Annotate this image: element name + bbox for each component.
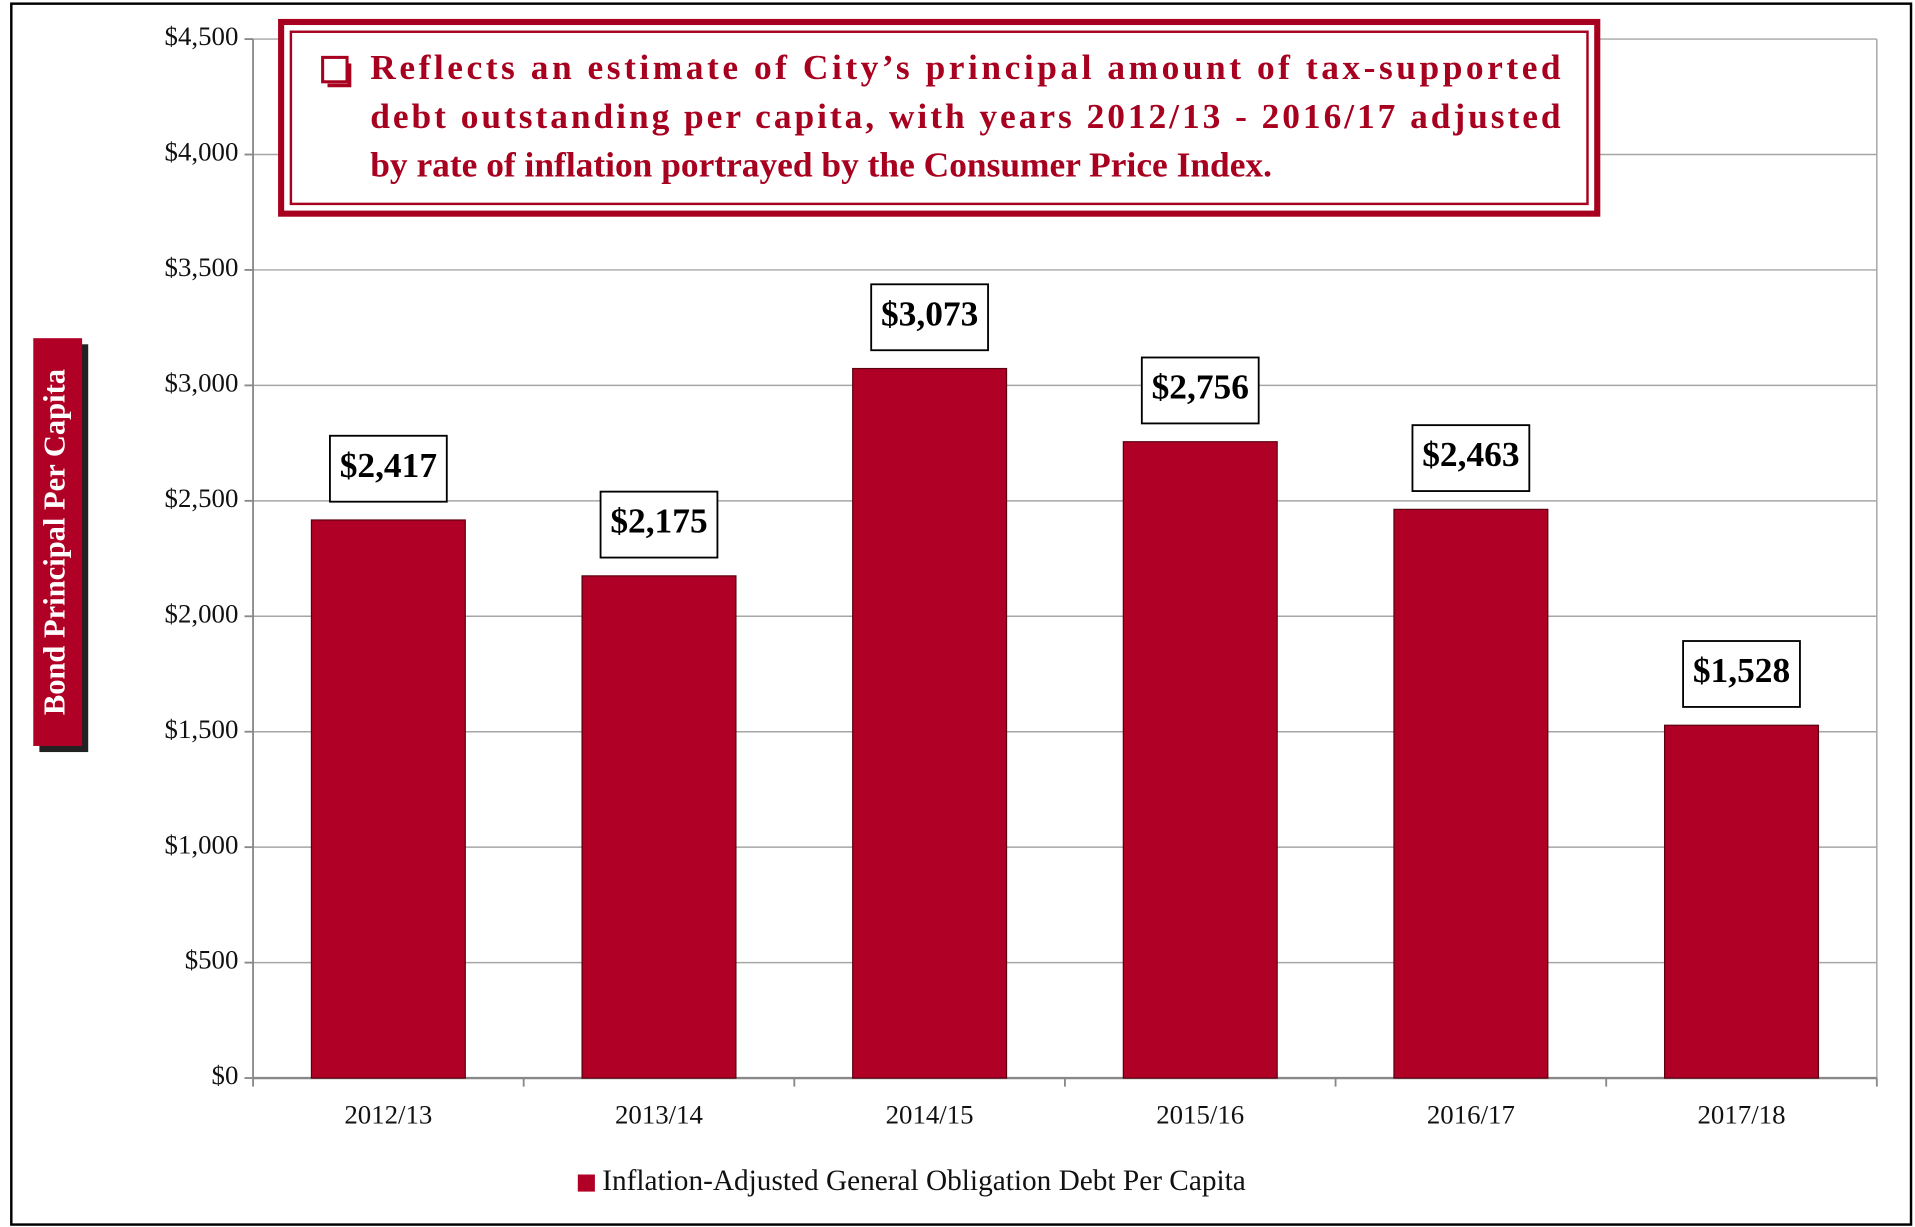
y-tick-label: $2,000 [165,598,239,628]
legend-label: Inflation-Adjusted General Obligation De… [602,1165,1246,1197]
value-label-box [1682,640,1801,708]
y-tick-label: $1,000 [165,829,239,859]
value-label: $2,463 [1422,434,1519,474]
x-tick-label: 2015/16 [1156,1099,1244,1129]
x-tick-label: 2017/18 [1698,1099,1786,1129]
value-label-box [1411,424,1531,492]
value-label-box [870,283,989,352]
y-label-box [33,338,83,746]
value-label: $2,756 [1152,367,1249,407]
value-label-box [1140,356,1260,425]
bar [1393,508,1549,1079]
y-tick-label: $0 [212,1060,239,1090]
x-tick-label: 2013/14 [615,1099,703,1129]
y-axis-label: Bond Principal Per Capita [38,369,72,715]
bar [1122,441,1278,1079]
y-tick-label: $1,500 [165,714,239,744]
annotation-line: by rate of inflation portrayed by the Co… [370,145,1272,185]
checkbox-shadow [327,63,352,88]
bar [852,367,1008,1079]
value-label: $3,073 [881,293,978,333]
x-tick-label: 2012/13 [344,1099,432,1129]
y-tick-label: $4,000 [165,137,239,167]
x-tick-label: 2014/15 [886,1099,974,1129]
value-label: $2,175 [610,501,707,541]
y-tick-label: $4,500 [165,21,239,51]
bar [581,575,737,1079]
y-tick-label: $3,000 [165,368,239,398]
y-tick-label: $2,500 [165,483,239,513]
legend-swatch [577,1174,595,1192]
value-label-box [599,490,719,559]
annotation-box [278,18,1601,217]
value-label: $2,417 [340,445,437,485]
checkbox-icon [321,55,349,84]
annotation-box-inner [289,30,1589,206]
bar [1663,724,1820,1079]
y-tick-label: $3,500 [165,252,239,282]
x-tick-label: 2016/17 [1427,1099,1515,1129]
value-label: $1,528 [1693,650,1790,690]
bars: 2012/13 $2,417 2013/14 $2,175 2014/15 $3,073 2… [310,283,1820,1129]
y-tick-label: $500 [185,945,239,975]
bar [310,519,466,1079]
value-label-box [329,434,448,503]
